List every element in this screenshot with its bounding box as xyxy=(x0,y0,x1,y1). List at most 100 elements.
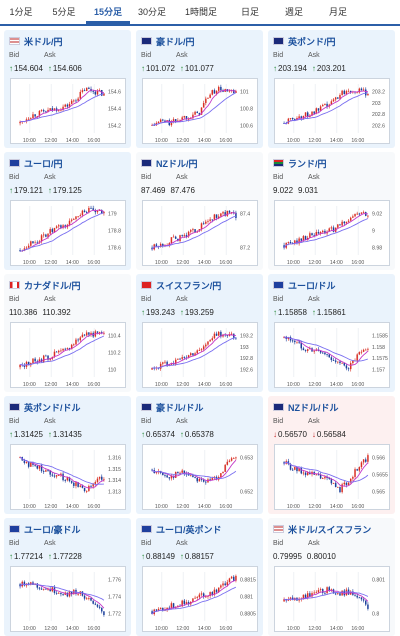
mini-candlestick-chart[interactable]: 110.4 110.2 110 10:00 12:00 14:00 16:00 xyxy=(10,322,126,388)
candle-down xyxy=(51,474,54,476)
currency-pair-link[interactable]: 豪ドル/円 xyxy=(156,36,195,47)
candle-down xyxy=(224,212,226,216)
tab-timeframe-4[interactable]: 1時間足 xyxy=(184,7,217,17)
mini-candlestick-chart[interactable]: 179 178.8 178.6 10:00 12:00 14:00 16:00 xyxy=(10,200,126,266)
mini-candlestick-chart[interactable]: 0.8815 0.881 0.8805 10:00 12:00 14:00 16:00 xyxy=(142,566,258,632)
country-flag-icon xyxy=(273,37,284,45)
tab-timeframe-7[interactable]: 月足 xyxy=(328,7,347,17)
chart-svg: 87.4 87.2 10:00 12:00 14:00 16:00 xyxy=(151,206,250,266)
candle-up xyxy=(362,459,365,463)
currency-pair-link[interactable]: 英ポンド/ドル xyxy=(24,402,81,413)
rate-card-header: 米ドル/スイスフラン xyxy=(273,523,371,535)
mini-candlestick-chart[interactable]: 0.566 0.5655 0.565 10:00 12:00 14:00 16:00 xyxy=(274,444,390,510)
y-tick-label: 154.2 xyxy=(108,124,121,130)
currency-pair-link[interactable]: ユーロ/円 xyxy=(24,158,63,169)
candle-down xyxy=(235,337,237,339)
mini-candlestick-chart[interactable]: 1.1585 1.158 1.1575 1.157 10:00 12:00 14:00 16:… xyxy=(274,322,390,388)
rate-values: ↑0.88149 ↑0.88157 xyxy=(141,552,214,561)
rate-card-header: 豪ドル/円 xyxy=(141,35,195,47)
candle-up xyxy=(36,116,39,117)
candle-up xyxy=(367,215,369,217)
rate-values: ↑203.194 ↑203.201 xyxy=(273,64,346,73)
currency-pair-link[interactable]: 英ポンド/円 xyxy=(288,36,336,47)
candle-down xyxy=(356,595,358,598)
currency-pair-link[interactable]: 米ドル/円 xyxy=(24,36,63,47)
candle-down xyxy=(334,483,337,488)
x-tick-label: 16:00 xyxy=(87,382,100,388)
candle-down xyxy=(183,357,186,358)
tab-timeframe-3[interactable]: 30分足 xyxy=(137,7,166,17)
candle-down xyxy=(294,119,296,121)
candle-up xyxy=(283,599,285,602)
candle-up xyxy=(356,213,358,215)
y-tick-label: 202.8 xyxy=(372,112,385,118)
mini-candlestick-chart[interactable]: 203.2 203 202.8 202.6 10:00 12:00 14:00 16:00 xyxy=(274,78,390,144)
currency-pair-link[interactable]: ユーロ/英ポンド xyxy=(156,524,222,535)
candle-up xyxy=(341,362,343,364)
bid-value: ↑1.31425 xyxy=(9,430,43,439)
tab-timeframe-1[interactable]: 5分足 xyxy=(52,7,76,17)
candle-down xyxy=(224,583,226,586)
candle-down xyxy=(83,595,86,599)
candle-down xyxy=(343,590,346,596)
currency-pair-link[interactable]: スイスフラン/円 xyxy=(156,280,222,291)
candle-up xyxy=(345,91,348,95)
y-tick-label: 8.98 xyxy=(372,246,382,252)
mini-candlestick-chart[interactable]: 9.02 9 8.98 10:00 12:00 14:00 16:00 xyxy=(274,200,390,266)
moving-average-long xyxy=(20,335,105,366)
candle-up xyxy=(222,471,224,474)
candle-up xyxy=(94,482,97,484)
currency-pair-link[interactable]: ユーロ/ドル xyxy=(288,280,336,291)
currency-pair-link[interactable]: ランド/円 xyxy=(288,158,327,169)
arrow-up-icon: ↑ xyxy=(9,64,13,73)
candle-down xyxy=(319,474,322,479)
arrow-up-icon: ↑ xyxy=(47,430,52,439)
mini-candlestick-chart[interactable]: 0.801 0.8 10:00 12:00 14:00 16:00 xyxy=(274,566,390,632)
mini-candlestick-chart[interactable]: 101 100.8 100.6 10:00 12:00 14:00 16:00 xyxy=(142,78,258,144)
candle-down xyxy=(291,597,294,601)
moving-average-long xyxy=(151,586,237,615)
candle-down xyxy=(40,588,43,590)
moving-average-short xyxy=(151,459,237,482)
candle-up xyxy=(42,234,45,236)
rate-card-header: ユーロ/英ポンド xyxy=(141,523,222,535)
y-tick-label: 0.8 xyxy=(372,612,379,618)
y-tick-label: 203 xyxy=(372,101,381,107)
currency-pair-link[interactable]: ユーロ/豪ドル xyxy=(24,524,81,535)
chart-svg: 1.316 1.315 1.314 1.313 10:00 12:00 14:00 16:00 xyxy=(19,450,121,510)
currency-pair-link[interactable]: 米ドル/スイスフラン xyxy=(288,524,372,535)
tab-timeframe-6[interactable]: 週足 xyxy=(284,7,303,17)
candle-up xyxy=(49,229,51,234)
candle-down xyxy=(326,354,328,355)
country-flag-icon xyxy=(141,281,152,289)
candle-up xyxy=(174,471,177,478)
candle-up xyxy=(58,225,60,227)
x-tick-label: 14:00 xyxy=(66,138,79,144)
candle-up xyxy=(47,233,49,237)
tab-timeframe-2[interactable]: 15分足 xyxy=(86,0,130,24)
tab-timeframe-5[interactable]: 日足 xyxy=(240,7,259,17)
bid-label: Bid xyxy=(9,52,20,59)
currency-pair-link[interactable]: 豪ドル/ドル xyxy=(156,402,204,413)
candle-down xyxy=(185,235,188,237)
candle-down xyxy=(187,602,190,605)
mini-candlestick-chart[interactable]: 1.316 1.315 1.314 1.313 10:00 12:00 14:00 16:00 xyxy=(10,444,126,510)
mini-candlestick-chart[interactable]: 87.4 87.2 10:00 12:00 14:00 16:00 xyxy=(142,200,258,266)
rate-values: ↑1.15858 ↑1.15861 xyxy=(273,308,346,317)
mini-candlestick-chart[interactable]: 193.2 193 192.8 192.6 10:00 12:00 14:00 16:00 xyxy=(142,322,258,388)
y-tick-label: 192.6 xyxy=(240,368,253,374)
mini-candlestick-chart[interactable]: 154.6 154.4 154.2 10:00 12:00 14:00 16:00 xyxy=(10,78,126,144)
candle-down xyxy=(19,250,21,252)
currency-pair-link[interactable]: NZドル/ドル xyxy=(288,402,339,413)
mini-candlestick-chart[interactable]: 1.776 1.774 1.772 10:00 12:00 14:00 16:00 xyxy=(10,566,126,632)
candle-up xyxy=(45,470,47,472)
candle-down xyxy=(162,607,164,611)
country-flag-icon xyxy=(9,403,20,411)
currency-pair-link[interactable]: NZドル/円 xyxy=(156,158,198,169)
tab-timeframe-0[interactable]: 1分足 xyxy=(9,7,33,17)
currency-pair-link[interactable]: カナダドル/円 xyxy=(24,280,81,291)
mini-candlestick-chart[interactable]: 0.653 0.652 10:00 12:00 14:00 16:00 xyxy=(142,444,258,510)
x-tick-label: 14:00 xyxy=(330,138,343,144)
candle-up xyxy=(96,90,99,95)
candle-up xyxy=(179,235,181,242)
